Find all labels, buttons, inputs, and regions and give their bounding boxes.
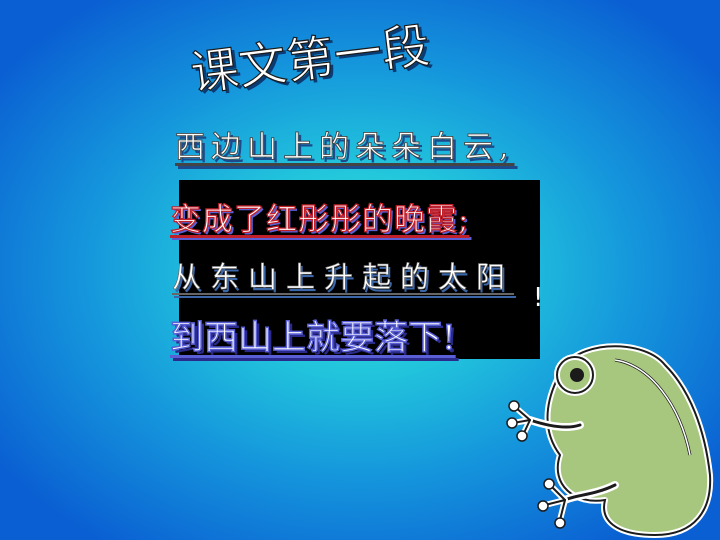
frog-icon: [506, 343, 714, 538]
poem-line-1: 西边山上的朵朵白云,: [175, 130, 515, 166]
poem-line-4: 到西山上就要落下!: [169, 317, 456, 358]
slide-title: 课文第一段: [187, 17, 433, 103]
poem-line-2: 变成了红彤彤的晚霞;: [169, 201, 470, 238]
stray-mark: !: [533, 283, 544, 313]
poem-line-3: 从东山上升起的太阳: [172, 260, 515, 295]
highlight-box: [179, 180, 540, 359]
